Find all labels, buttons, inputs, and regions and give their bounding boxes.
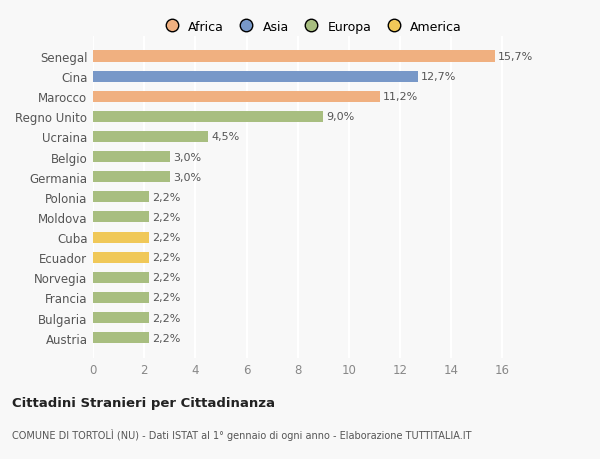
Bar (93, 232, 149, 243)
Text: 2,2%: 2,2% (152, 273, 181, 283)
Text: Cittadini Stranieri per Cittadinanza: Cittadini Stranieri per Cittadinanza (12, 396, 275, 409)
Bar (93, 312, 149, 323)
Text: 2,2%: 2,2% (152, 192, 181, 202)
Bar (93, 132, 208, 143)
Text: 2,2%: 2,2% (152, 233, 181, 242)
Bar (93, 151, 170, 163)
Text: 2,2%: 2,2% (152, 313, 181, 323)
Text: 4,5%: 4,5% (211, 132, 239, 142)
Text: 2,2%: 2,2% (152, 213, 181, 223)
Bar (93, 112, 323, 123)
Text: 3,0%: 3,0% (173, 152, 201, 162)
Text: 3,0%: 3,0% (173, 172, 201, 182)
Bar (93, 272, 149, 283)
Bar (93, 332, 149, 343)
Bar (93, 292, 149, 303)
Text: 15,7%: 15,7% (498, 52, 533, 62)
Bar (93, 172, 170, 183)
Text: 2,2%: 2,2% (152, 293, 181, 303)
Text: 11,2%: 11,2% (383, 92, 418, 102)
Bar (93, 252, 149, 263)
Text: 12,7%: 12,7% (421, 72, 457, 82)
Legend: Africa, Asia, Europa, America: Africa, Asia, Europa, America (154, 16, 467, 39)
Text: 9,0%: 9,0% (326, 112, 355, 122)
Bar (93, 91, 380, 102)
Text: 2,2%: 2,2% (152, 333, 181, 343)
Bar (93, 192, 149, 203)
Text: COMUNE DI TORTOLÌ (NU) - Dati ISTAT al 1° gennaio di ogni anno - Elaborazione TU: COMUNE DI TORTOLÌ (NU) - Dati ISTAT al 1… (12, 428, 472, 440)
Bar (93, 212, 149, 223)
Text: 2,2%: 2,2% (152, 252, 181, 263)
Bar (93, 72, 418, 83)
Bar (93, 51, 495, 62)
